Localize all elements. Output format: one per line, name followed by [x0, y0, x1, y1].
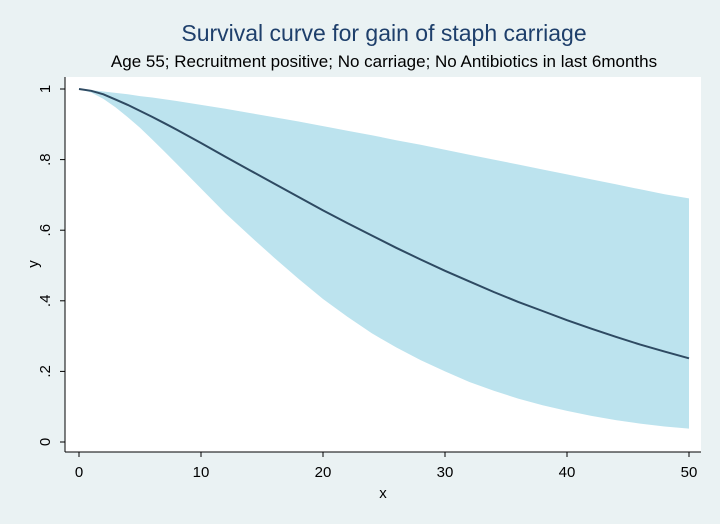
- x-tick-label: 0: [75, 464, 83, 481]
- x-tick-label: 40: [559, 464, 576, 481]
- chart-title: Survival curve for gain of staph carriag…: [181, 20, 587, 46]
- survival-curve-line: [78, 88, 690, 360]
- x-tick-label: 10: [193, 464, 210, 481]
- x-tick-label: 50: [681, 464, 698, 481]
- y-tick-label: .8: [37, 153, 54, 166]
- y-tick-label: 1: [37, 85, 54, 93]
- chart-subtitle: Age 55; Recruitment positive; No carriag…: [110, 52, 658, 71]
- x-axis-label: x: [379, 485, 387, 502]
- y-axis-label: y: [25, 260, 42, 268]
- x-tick-label: 30: [437, 464, 454, 481]
- y-tick-label: 0: [37, 438, 54, 446]
- confidence-band: [79, 89, 689, 429]
- y-tick-label: .6: [37, 224, 54, 237]
- y-tick-label: .2: [37, 365, 54, 378]
- y-tick-label: .4: [37, 295, 54, 308]
- x-tick-label: 20: [315, 464, 332, 481]
